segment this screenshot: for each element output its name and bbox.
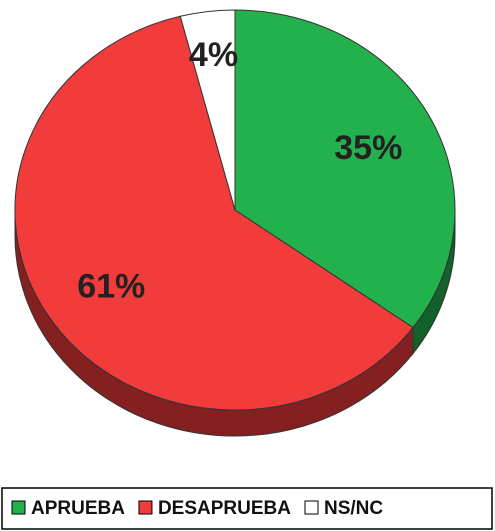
pie-slice (234, 9, 456, 329)
legend-swatch (304, 500, 319, 515)
pie-slice (14, 15, 414, 411)
data-label: 4% (189, 36, 238, 74)
legend-box (1, 487, 493, 530)
legend-label: DESAPRUEBA (158, 498, 291, 519)
legend-swatch (11, 500, 26, 515)
pie-slice (179, 9, 236, 211)
data-label: 61% (77, 267, 145, 305)
legend-label: APRUEBA (31, 498, 125, 519)
legend-swatch (138, 500, 153, 515)
legend-label: NS/NC (324, 498, 383, 519)
data-label: 35% (334, 129, 402, 167)
